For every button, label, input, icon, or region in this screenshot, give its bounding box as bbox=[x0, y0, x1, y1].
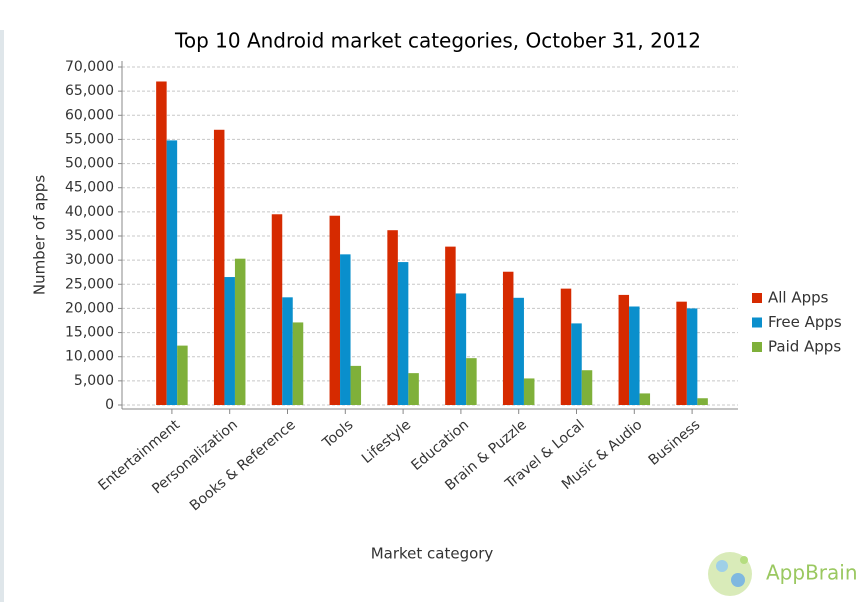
legend-label: All Apps bbox=[768, 289, 829, 307]
logo: AppBrain bbox=[708, 552, 858, 596]
legend-swatch bbox=[752, 342, 762, 352]
x-axis-title: Market category bbox=[371, 545, 494, 563]
y-axis-title: Number of apps bbox=[31, 175, 49, 295]
bar bbox=[156, 81, 167, 405]
bar bbox=[271, 214, 283, 405]
bar bbox=[177, 345, 188, 405]
y-tick-label: 30,000 bbox=[65, 252, 114, 268]
bar bbox=[571, 323, 582, 405]
y-tick-label: 5,000 bbox=[74, 373, 114, 389]
bar bbox=[686, 308, 698, 405]
y-tick-label: 0 bbox=[105, 397, 114, 413]
y-tick-label: 10,000 bbox=[65, 349, 114, 365]
bar bbox=[581, 370, 593, 405]
chart-title: Top 10 Android market categories, Octobe… bbox=[174, 29, 701, 53]
watermark: AppBrain bbox=[766, 561, 858, 585]
y-tick-label: 15,000 bbox=[65, 325, 114, 341]
bar bbox=[629, 306, 640, 405]
y-tick-label: 70,000 bbox=[65, 59, 114, 75]
bar bbox=[560, 288, 572, 405]
bar bbox=[676, 301, 687, 405]
y-tick-label: 45,000 bbox=[65, 180, 114, 196]
bar bbox=[234, 258, 246, 405]
bar bbox=[523, 378, 535, 405]
bar bbox=[513, 297, 524, 405]
bar bbox=[282, 297, 293, 405]
bar bbox=[166, 140, 178, 405]
y-tick-label: 25,000 bbox=[65, 276, 114, 292]
bar bbox=[397, 262, 409, 405]
bar bbox=[455, 293, 467, 405]
bar bbox=[213, 129, 225, 405]
y-tick-label: 40,000 bbox=[65, 204, 114, 220]
bar bbox=[224, 277, 235, 405]
bar bbox=[445, 246, 456, 405]
bar bbox=[350, 365, 362, 405]
legend-label: Paid Apps bbox=[768, 338, 841, 356]
bar bbox=[697, 398, 708, 405]
bar bbox=[639, 393, 651, 405]
window-edge bbox=[0, 30, 4, 602]
y-tick-label: 55,000 bbox=[65, 131, 114, 147]
bar bbox=[502, 271, 514, 405]
y-tick-label: 60,000 bbox=[65, 107, 114, 123]
legend-swatch bbox=[752, 293, 762, 303]
y-tick-label: 20,000 bbox=[65, 300, 114, 316]
y-tick-label: 65,000 bbox=[65, 83, 114, 99]
bar bbox=[340, 254, 351, 405]
legend-label: Free Apps bbox=[768, 313, 842, 331]
y-tick-label: 35,000 bbox=[65, 228, 114, 244]
bar bbox=[466, 358, 477, 405]
y-tick-label: 50,000 bbox=[65, 156, 114, 172]
bar bbox=[329, 215, 341, 405]
bar bbox=[292, 322, 304, 405]
legend-swatch bbox=[752, 317, 762, 328]
bar bbox=[618, 294, 630, 405]
bar bbox=[408, 373, 419, 405]
bar bbox=[387, 230, 398, 405]
